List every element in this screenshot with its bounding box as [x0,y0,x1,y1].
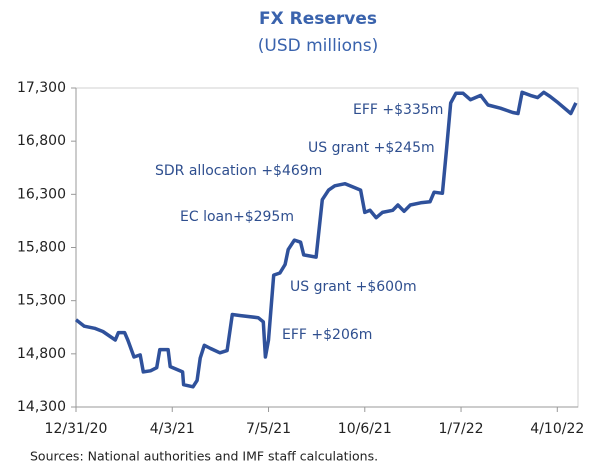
x-tick-label: 12/31/20 [45,421,108,437]
source-note: Sources: National authorities and IMF st… [30,449,378,464]
annotation: US grant +$600m [290,279,417,295]
line-series [74,90,578,389]
y-tick-label: 15,800 [17,240,66,256]
x-tick-label: 4/3/21 [150,421,195,437]
plot-frame [75,87,579,408]
y-tick-label: 16,300 [17,186,66,202]
chart-subtitle: (USD millions) [258,36,378,56]
x-tick-label: 1/7/22 [439,421,484,437]
y-tick-label: 14,800 [17,346,66,362]
x-tick-label: 10/6/21 [338,421,392,437]
x-tick-label: 7/5/21 [246,421,291,437]
annotation: SDR allocation +$469m [155,163,322,179]
annotation: EFF +$206m [282,327,372,343]
annotation: EFF +$335m [353,102,443,118]
y-tick-label: 17,300 [17,80,66,96]
y-tick-label: 14,300 [17,399,66,415]
y-tick-label: 15,300 [17,293,66,309]
x-tick-label: 4/10/22 [530,421,584,437]
y-tick-label: 16,800 [17,133,66,149]
chart-title: FX Reserves [259,9,377,29]
annotation: US grant +$245m [308,140,435,156]
annotation: EC loan+$295m [180,209,294,225]
